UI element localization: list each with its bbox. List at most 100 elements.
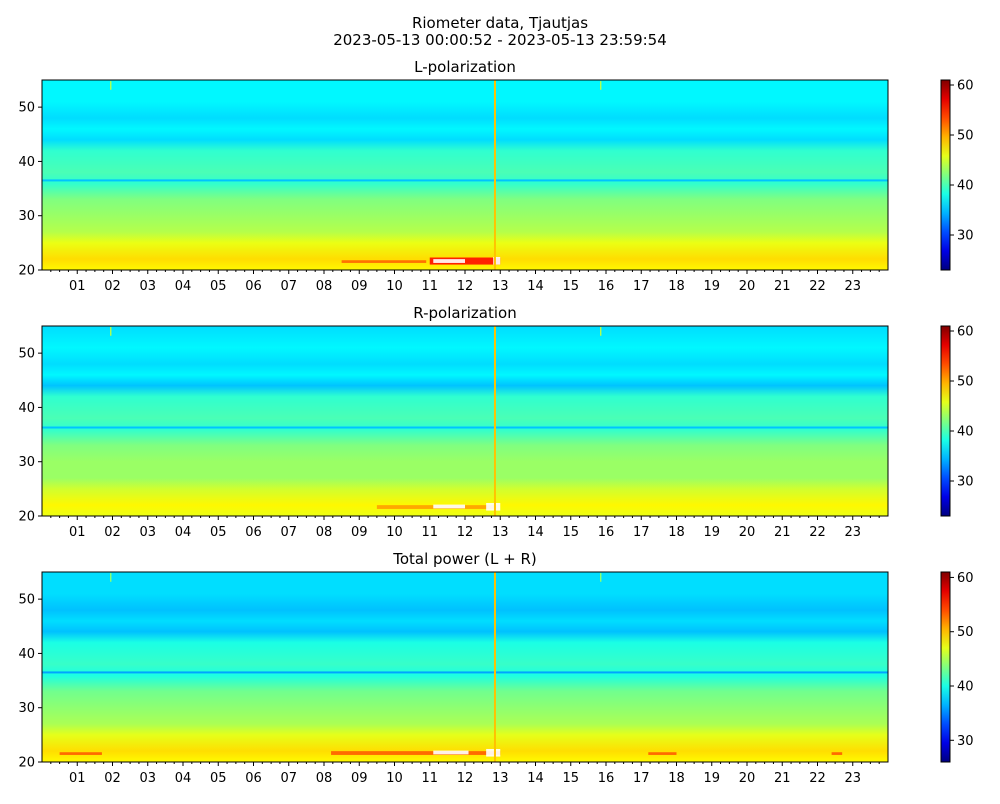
heatmap-spike [493, 326, 496, 516]
y-tick-label: 20 [18, 264, 35, 279]
colorbar-tick-label: 30 [957, 734, 974, 749]
x-tick-label: 04 [175, 279, 192, 294]
heatmap-thin-band [42, 179, 888, 182]
heatmap-panel: Total power (L + R) 20 30 40 50 01 02 03 04 05 06 0… [18, 550, 973, 786]
x-tick-label: 09 [351, 279, 368, 294]
x-tick-label: 12 [457, 525, 474, 540]
x-tick-label: 18 [668, 279, 685, 294]
y-tick-label: 30 [18, 209, 35, 224]
x-tick-label: 08 [316, 279, 333, 294]
x-tick-label: 19 [703, 525, 720, 540]
x-tick-label: 22 [809, 279, 826, 294]
colorbar-tick-label: 60 [957, 325, 974, 340]
y-tick-label: 30 [18, 701, 35, 716]
x-tick-label: 05 [210, 771, 227, 786]
figure-title-line2: 2023-05-13 00:00:52 - 2023-05-13 23:59:5… [333, 31, 667, 49]
x-tick-label: 10 [386, 279, 403, 294]
heatmap-hot-patch [59, 752, 102, 755]
heatmap-saturated-patch [493, 256, 501, 265]
heatmap-field [42, 572, 888, 762]
x-tick-label: 09 [351, 771, 368, 786]
x-tick-label: 12 [457, 771, 474, 786]
x-tick-label: 18 [668, 771, 685, 786]
x-tick-label: 06 [245, 279, 262, 294]
x-tick-label: 13 [492, 279, 509, 294]
heatmap-hot-patch [648, 752, 677, 755]
x-tick-label: 15 [562, 279, 579, 294]
x-tick-label: 17 [633, 279, 650, 294]
heatmap-panel: L-polarization 20 30 40 50 01 02 03 04 05 06 07 08 09… [18, 58, 973, 294]
x-tick-label: 02 [104, 771, 121, 786]
x-tick-label: 23 [844, 771, 861, 786]
x-tick-label: 04 [175, 771, 192, 786]
heatmap-saturated-patch [486, 748, 501, 757]
y-tick-label: 50 [18, 593, 35, 608]
y-tick-label: 50 [18, 101, 35, 116]
heatmap-thin-band [42, 671, 888, 674]
y-tick-label: 50 [18, 347, 35, 362]
panel-title: Total power (L + R) [392, 550, 537, 568]
x-tick-label: 14 [527, 279, 544, 294]
x-tick-label: 21 [774, 525, 791, 540]
x-tick-label: 14 [527, 771, 544, 786]
x-tick-label: 23 [844, 279, 861, 294]
x-tick-label: 04 [175, 525, 192, 540]
heatmap-marker [600, 327, 602, 336]
x-tick-label: 23 [844, 525, 861, 540]
x-tick-label: 20 [739, 525, 756, 540]
x-tick-label: 03 [139, 279, 156, 294]
heatmap-marker [110, 573, 112, 582]
x-tick-label: 21 [774, 771, 791, 786]
colorbar [940, 79, 951, 271]
x-tick-label: 02 [104, 279, 121, 294]
y-tick-label: 30 [18, 455, 35, 470]
x-tick-label: 06 [245, 771, 262, 786]
x-tick-label: 12 [457, 279, 474, 294]
y-tick-label: 20 [18, 510, 35, 525]
heatmap-marker [600, 573, 602, 582]
heatmap-marker [110, 327, 112, 336]
x-tick-label: 01 [69, 771, 86, 786]
heatmap-field [42, 80, 888, 270]
heatmap-saturated-patch [433, 504, 465, 509]
heatmap-thin-band [42, 426, 888, 429]
heatmap-hot-patch [341, 260, 427, 263]
colorbar-tick-label: 40 [957, 425, 974, 440]
x-tick-label: 11 [421, 771, 438, 786]
x-tick-label: 22 [809, 771, 826, 786]
x-tick-label: 03 [139, 525, 156, 540]
x-tick-label: 08 [316, 525, 333, 540]
x-tick-label: 11 [421, 279, 438, 294]
x-tick-label: 13 [492, 525, 509, 540]
x-tick-label: 15 [562, 525, 579, 540]
panel-title: R-polarization [413, 304, 516, 322]
colorbar-tick-label: 50 [957, 625, 974, 640]
y-tick-label: 20 [18, 756, 35, 771]
colorbar [940, 325, 951, 517]
x-tick-label: 10 [386, 771, 403, 786]
heatmap-panel: R-polarization 20 30 40 50 01 02 03 04 05 06 07 08 09… [18, 304, 973, 540]
y-tick-label: 40 [18, 155, 35, 170]
x-tick-label: 09 [351, 525, 368, 540]
x-tick-label: 01 [69, 525, 86, 540]
heatmap-saturated-patch [433, 750, 469, 755]
x-tick-label: 21 [774, 279, 791, 294]
colorbar-tick-label: 40 [957, 179, 974, 194]
heatmap-marker [600, 81, 602, 90]
x-tick-label: 20 [739, 771, 756, 786]
colorbar-tick-label: 40 [957, 680, 974, 695]
x-tick-label: 19 [703, 279, 720, 294]
x-tick-label: 01 [69, 279, 86, 294]
x-tick-label: 16 [598, 771, 615, 786]
colorbar-tick-label: 60 [957, 79, 974, 94]
x-tick-label: 14 [527, 525, 544, 540]
heatmap-hot-patch [831, 752, 843, 755]
x-tick-label: 08 [316, 771, 333, 786]
x-tick-label: 02 [104, 525, 121, 540]
heatmap-spike [493, 80, 496, 270]
heatmap-field [42, 326, 888, 516]
figure-title-line1: Riometer data, Tjautjas [412, 14, 588, 32]
x-tick-label: 10 [386, 525, 403, 540]
colorbar-tick-label: 60 [957, 571, 974, 586]
